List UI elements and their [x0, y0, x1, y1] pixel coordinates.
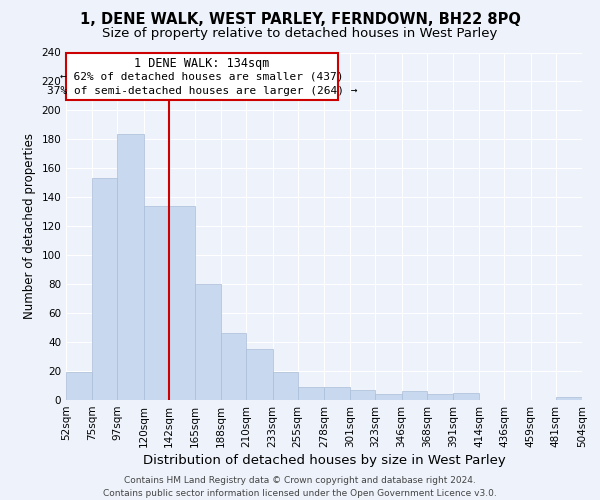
Bar [247, 350, 272, 400]
Bar [195, 284, 221, 400]
Bar [453, 393, 479, 400]
Bar [298, 387, 324, 400]
Bar [427, 394, 453, 400]
X-axis label: Distribution of detached houses by size in West Parley: Distribution of detached houses by size … [143, 454, 505, 467]
Bar [143, 206, 169, 400]
Text: 1, DENE WALK, WEST PARLEY, FERNDOWN, BH22 8PQ: 1, DENE WALK, WEST PARLEY, FERNDOWN, BH2… [80, 12, 520, 28]
Text: Size of property relative to detached houses in West Parley: Size of property relative to detached ho… [103, 28, 497, 40]
Bar [221, 334, 247, 400]
Bar [272, 372, 298, 400]
Bar [169, 206, 195, 400]
Bar [324, 387, 350, 400]
Bar [66, 372, 92, 400]
Bar [350, 390, 376, 400]
Bar [92, 178, 118, 400]
Bar [376, 394, 401, 400]
Y-axis label: Number of detached properties: Number of detached properties [23, 133, 36, 320]
Bar [556, 397, 582, 400]
Text: ← 62% of detached houses are smaller (437): ← 62% of detached houses are smaller (43… [60, 72, 344, 82]
FancyBboxPatch shape [66, 52, 338, 100]
Text: 1 DENE WALK: 134sqm: 1 DENE WALK: 134sqm [134, 57, 269, 70]
Text: Contains HM Land Registry data © Crown copyright and database right 2024.
Contai: Contains HM Land Registry data © Crown c… [103, 476, 497, 498]
Text: 37% of semi-detached houses are larger (264) →: 37% of semi-detached houses are larger (… [47, 86, 357, 96]
Bar [401, 392, 427, 400]
Bar [118, 134, 143, 400]
